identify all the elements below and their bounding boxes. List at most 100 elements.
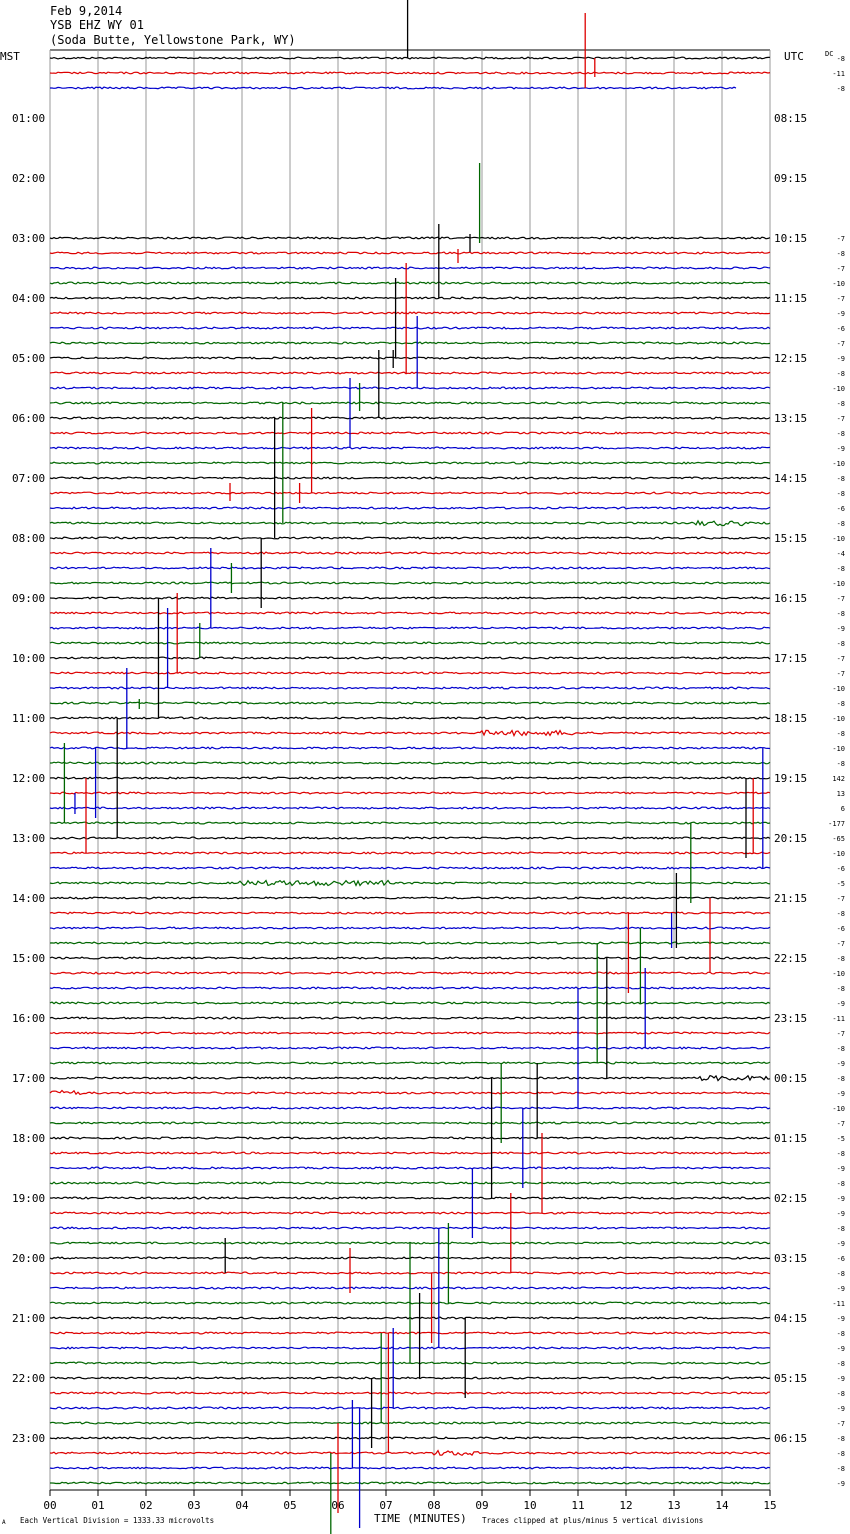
dc-offset-label: -7 — [837, 235, 845, 243]
seismic-trace — [49, 1376, 771, 1380]
dc-offset-label: -7 — [837, 655, 845, 663]
dc-offset-label: -9 — [837, 1165, 845, 1173]
dc-offset-label: -9 — [837, 1405, 845, 1413]
left-time-label: 07:00 — [12, 472, 45, 485]
x-tick-label: 04 — [235, 1499, 249, 1512]
dc-offset-label: -10 — [832, 715, 845, 723]
seismic-trace — [50, 1481, 771, 1485]
seismic-trace — [49, 1466, 771, 1470]
seismic-trace — [49, 581, 771, 585]
seismic-trace — [49, 251, 771, 255]
right-time-label: 18:15 — [774, 712, 807, 725]
dc-offset-label: -8 — [837, 1330, 845, 1338]
seismic-trace — [49, 536, 771, 540]
corner-mark: A — [2, 1519, 6, 1526]
dc-offset-label: -8 — [837, 955, 845, 963]
footer-clip-note: Traces clipped at plus/minus 5 vertical … — [482, 1516, 703, 1525]
seismic-trace — [49, 1016, 771, 1020]
seismic-trace — [49, 1061, 771, 1065]
seismic-trace — [49, 1151, 771, 1155]
dc-offset-label: -8 — [837, 400, 845, 408]
seismic-trace — [49, 701, 771, 705]
label-group: 00 01 02 03 04 05 06 07 08 09 10 11 12 13 14 15 01:00 08:… — [12, 55, 845, 1512]
seismic-trace — [49, 1136, 771, 1140]
seismic-trace — [49, 626, 771, 630]
x-tick-label: 12 — [619, 1499, 632, 1512]
left-time-label: 16:00 — [12, 1012, 45, 1025]
seismic-trace — [49, 56, 771, 60]
seismic-trace — [49, 746, 771, 750]
left-time-label: 03:00 — [12, 232, 45, 245]
dc-offset-label: -8 — [837, 1150, 845, 1158]
dc-offset-label: -8 — [837, 1075, 845, 1083]
seismic-trace — [49, 551, 771, 555]
left-time-label: 04:00 — [12, 292, 45, 305]
dc-offset-label: -10 — [832, 850, 845, 858]
dc-offset-label: -9 — [837, 625, 845, 633]
x-tick-label: 11 — [571, 1499, 584, 1512]
seismic-trace — [49, 491, 771, 495]
dc-offset-label: -7 — [837, 295, 845, 303]
seismic-trace — [49, 1391, 771, 1395]
dc-offset-label: -9 — [837, 1375, 845, 1383]
dc-offset-label: -7 — [837, 340, 845, 348]
left-time-label: 02:00 — [12, 172, 45, 185]
seismic-trace — [49, 1074, 771, 1082]
seismic-trace — [49, 71, 771, 75]
seismic-trace — [49, 461, 771, 465]
right-time-label: 10:15 — [774, 232, 807, 245]
chart-station: YSB EHZ WY 01 — [50, 18, 144, 32]
seismic-trace — [49, 386, 771, 390]
dc-offset-label: -9 — [837, 1195, 845, 1203]
left-time-label: 14:00 — [12, 892, 45, 905]
x-tick-label: 03 — [187, 1499, 200, 1512]
dc-offset-label: -8 — [837, 565, 845, 573]
seismic-trace — [49, 281, 771, 285]
dc-offset-label: -5 — [837, 1135, 845, 1143]
seismic-trace — [49, 729, 771, 738]
seismic-trace — [49, 506, 771, 510]
x-tick-label: 05 — [283, 1499, 296, 1512]
dc-offset-label: -10 — [832, 385, 845, 393]
seismic-trace — [49, 401, 771, 405]
seismic-trace — [49, 926, 771, 930]
left-time-label: 09:00 — [12, 592, 45, 605]
dc-offset-label: -9 — [837, 1345, 845, 1353]
x-axis-label: TIME (MINUTES) — [374, 1512, 467, 1525]
dc-offset-label: -6 — [837, 505, 845, 513]
dc-offset-label: -8 — [837, 250, 845, 258]
seismic-trace — [49, 791, 771, 795]
x-tick-label: 09 — [475, 1499, 488, 1512]
seismic-trace — [49, 821, 771, 825]
x-tick-label: 06 — [331, 1499, 344, 1512]
dc-offset-label: -8 — [837, 520, 845, 528]
dc-offset-label: -8 — [837, 1225, 845, 1233]
seismic-trace — [49, 356, 771, 360]
seismic-trace — [49, 1046, 771, 1050]
x-tick-label: 02 — [139, 1499, 152, 1512]
dc-offset-label: -5 — [837, 880, 845, 888]
dc-offset-label: -8 — [837, 370, 845, 378]
seismic-trace — [50, 86, 737, 90]
dc-offset-label: -7 — [837, 1420, 845, 1428]
dc-offset-label: -11 — [832, 1300, 845, 1308]
right-time-label: 19:15 — [774, 772, 807, 785]
dc-offset-label: -9 — [837, 1480, 845, 1488]
x-tick-label: 10 — [523, 1499, 536, 1512]
right-time-label: 09:15 — [774, 172, 807, 185]
seismic-trace — [49, 311, 771, 315]
seismic-trace — [49, 416, 771, 420]
dc-offset-label: -7 — [837, 940, 845, 948]
seismic-trace — [50, 761, 771, 765]
right-time-label: 13:15 — [774, 412, 807, 425]
seismic-trace — [49, 611, 771, 615]
right-time-label: 12:15 — [774, 352, 807, 365]
event-group — [63, 0, 764, 1534]
dc-offset-label: -9 — [837, 1240, 845, 1248]
seismic-trace — [49, 1226, 771, 1230]
left-time-label: 20:00 — [12, 1252, 45, 1265]
dc-offset-label: -6 — [837, 325, 845, 333]
dc-offset-label: -8 — [837, 475, 845, 483]
left-time-label: 08:00 — [12, 532, 45, 545]
seismic-trace — [49, 341, 771, 345]
